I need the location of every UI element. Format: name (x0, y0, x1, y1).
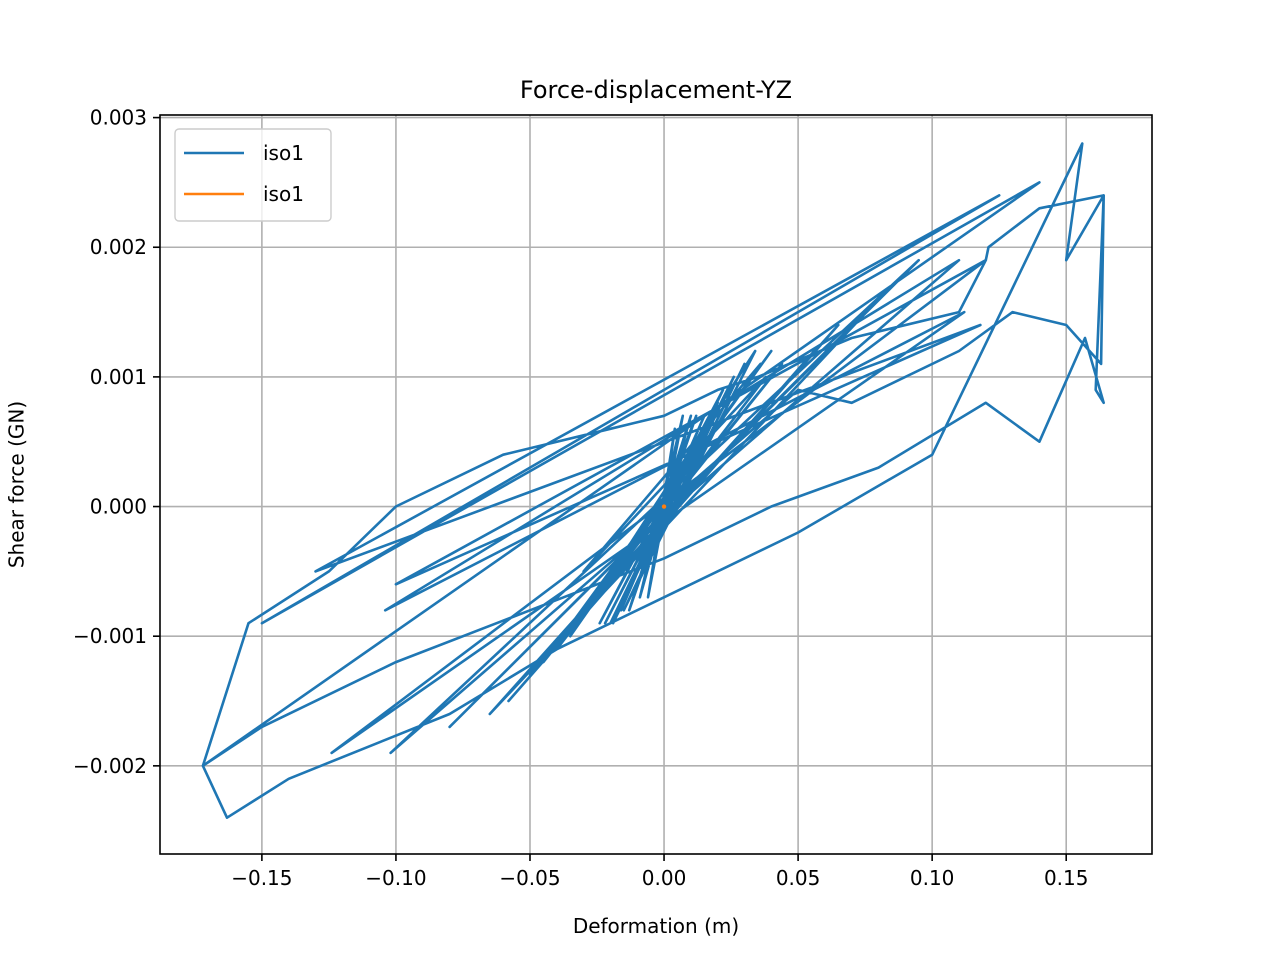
ticks: −0.15 −0.10 −0.05 0.00 0.05 0.10 0.15 −0.002 −0.… (73, 106, 1088, 890)
series-layer (201, 142, 1105, 820)
y-tick-label: 0.002 (90, 235, 147, 259)
series-line-1 (201, 142, 1105, 820)
legend-label-2: iso1 (263, 182, 304, 206)
x-tick-label: 0.10 (910, 866, 955, 890)
x-tick-label: 0.05 (776, 866, 821, 890)
legend: iso1 iso1 (174, 128, 332, 222)
x-tick-label: −0.15 (231, 866, 292, 890)
chart-title: Force-displacement-YZ (520, 76, 792, 104)
y-tick-label: 0.003 (90, 106, 147, 130)
legend-box (174, 128, 332, 222)
legend-label-1: iso1 (263, 141, 304, 165)
series-point-2 (661, 504, 667, 509)
x-tick-label: 0.00 (642, 866, 687, 890)
x-axis-title: Deformation (m) (573, 914, 739, 938)
y-tick-label: 0.001 (90, 365, 147, 389)
y-tick-label: −0.002 (73, 754, 147, 778)
plot-frame (159, 114, 1153, 855)
x-tick-label: 0.15 (1044, 866, 1089, 890)
y-tick-label: −0.001 (73, 624, 147, 648)
y-axis-title: Shear force (GN) (5, 401, 29, 568)
x-tick-label: −0.05 (499, 866, 560, 890)
y-tick-label: 0.000 (90, 495, 147, 519)
x-tick-label: −0.10 (365, 866, 426, 890)
